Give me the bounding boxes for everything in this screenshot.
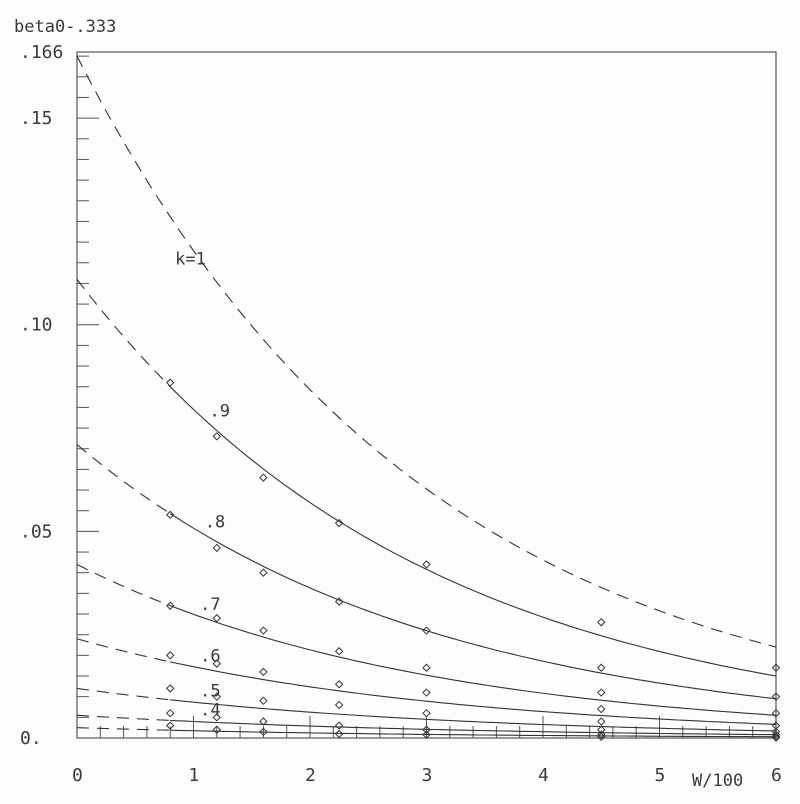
data-point (212, 432, 222, 441)
data-point (212, 692, 222, 701)
data-point (334, 680, 344, 689)
data-point (212, 613, 222, 623)
data-point (165, 601, 175, 610)
x-axis-title: W/100 (692, 771, 743, 791)
data-point (771, 727, 781, 737)
series-line (169, 386, 777, 677)
data-point (259, 667, 268, 677)
y-axis-title: beta0-.333 (14, 17, 116, 37)
data-point (597, 717, 606, 726)
plot-frame (76, 51, 777, 739)
plot-border (76, 51, 777, 739)
series-line-dashed (77, 714, 171, 721)
x-tick-label: 4 (538, 765, 549, 786)
data-point (771, 733, 781, 742)
series-line-dashed (76, 563, 171, 607)
data-point (165, 378, 175, 387)
series-line (170, 699, 777, 732)
data-point (334, 597, 344, 606)
series-label: .4 (200, 701, 220, 721)
data-point (212, 725, 222, 734)
y-tick-label: .10 (20, 315, 53, 336)
data-point (259, 626, 268, 635)
x-tick-label: 0 (72, 765, 83, 786)
data-point (165, 721, 175, 730)
data-point (422, 688, 431, 697)
x-tick-label: 3 (422, 765, 433, 786)
data-point (597, 732, 606, 741)
data-point (422, 708, 431, 718)
series-label: .9 (209, 401, 229, 421)
data-point (771, 708, 781, 718)
data-point (259, 473, 268, 482)
series-line (170, 719, 777, 736)
data-point (597, 663, 606, 672)
data-point (597, 618, 606, 627)
data-point (259, 717, 268, 726)
data-point (771, 721, 781, 730)
data-point (165, 651, 175, 660)
data-point (334, 518, 344, 528)
x-tick-label: 2 (305, 765, 316, 786)
data-points (165, 378, 781, 742)
data-point (259, 696, 268, 706)
data-point (771, 692, 781, 701)
data-point (771, 663, 781, 672)
series-line (170, 661, 777, 725)
tick-labels: 0 1 2 3 4 5 6 0. .05 .10 .15 .166 (20, 42, 782, 786)
x-tick-label: 5 (655, 765, 666, 786)
data-point (422, 730, 431, 739)
y-tick-label: 0. (20, 728, 42, 749)
axis-ticks (76, 55, 777, 739)
series-label: .7 (200, 595, 220, 615)
data-point (165, 684, 175, 693)
data-point (334, 721, 344, 730)
series-label: .6 (200, 647, 220, 667)
series-line-dashed (76, 687, 171, 701)
series-line-dashed (77, 727, 171, 731)
data-point (212, 659, 222, 668)
data-point (597, 730, 606, 739)
data-point (165, 510, 175, 520)
curves (76, 55, 777, 738)
y-tick-label: .166 (20, 42, 63, 63)
data-point (334, 729, 344, 739)
data-point (422, 626, 431, 635)
series-label: .8 (205, 513, 225, 533)
y-tick-label: .05 (20, 521, 53, 542)
series-line (170, 605, 777, 716)
data-point (334, 700, 344, 710)
data-point (259, 727, 268, 737)
series-labels: k=1 .9 .8 .7 .6 .5.4 (175, 250, 230, 721)
series-label: k=1 (175, 250, 206, 270)
data-point (422, 560, 431, 569)
data-point (422, 725, 431, 734)
series-line-dashed (76, 638, 171, 663)
y-tick-label: .15 (20, 108, 53, 129)
series-line-dashed (76, 278, 171, 388)
series-label: .5 (200, 682, 220, 702)
x-tick-label: 1 (189, 765, 200, 786)
data-point (165, 708, 175, 718)
data-point (212, 713, 222, 722)
data-point (334, 647, 344, 656)
data-point (597, 688, 606, 697)
series-line (169, 513, 777, 700)
data-point (771, 732, 781, 741)
data-point (422, 663, 431, 672)
series-line-dashed (76, 55, 777, 648)
data-point (771, 730, 781, 739)
series-line (170, 729, 777, 738)
series-line-dashed (76, 444, 171, 515)
x-tick-label: 6 (771, 765, 782, 786)
data-point (597, 704, 606, 714)
data-point (259, 568, 268, 577)
data-point (212, 543, 222, 553)
